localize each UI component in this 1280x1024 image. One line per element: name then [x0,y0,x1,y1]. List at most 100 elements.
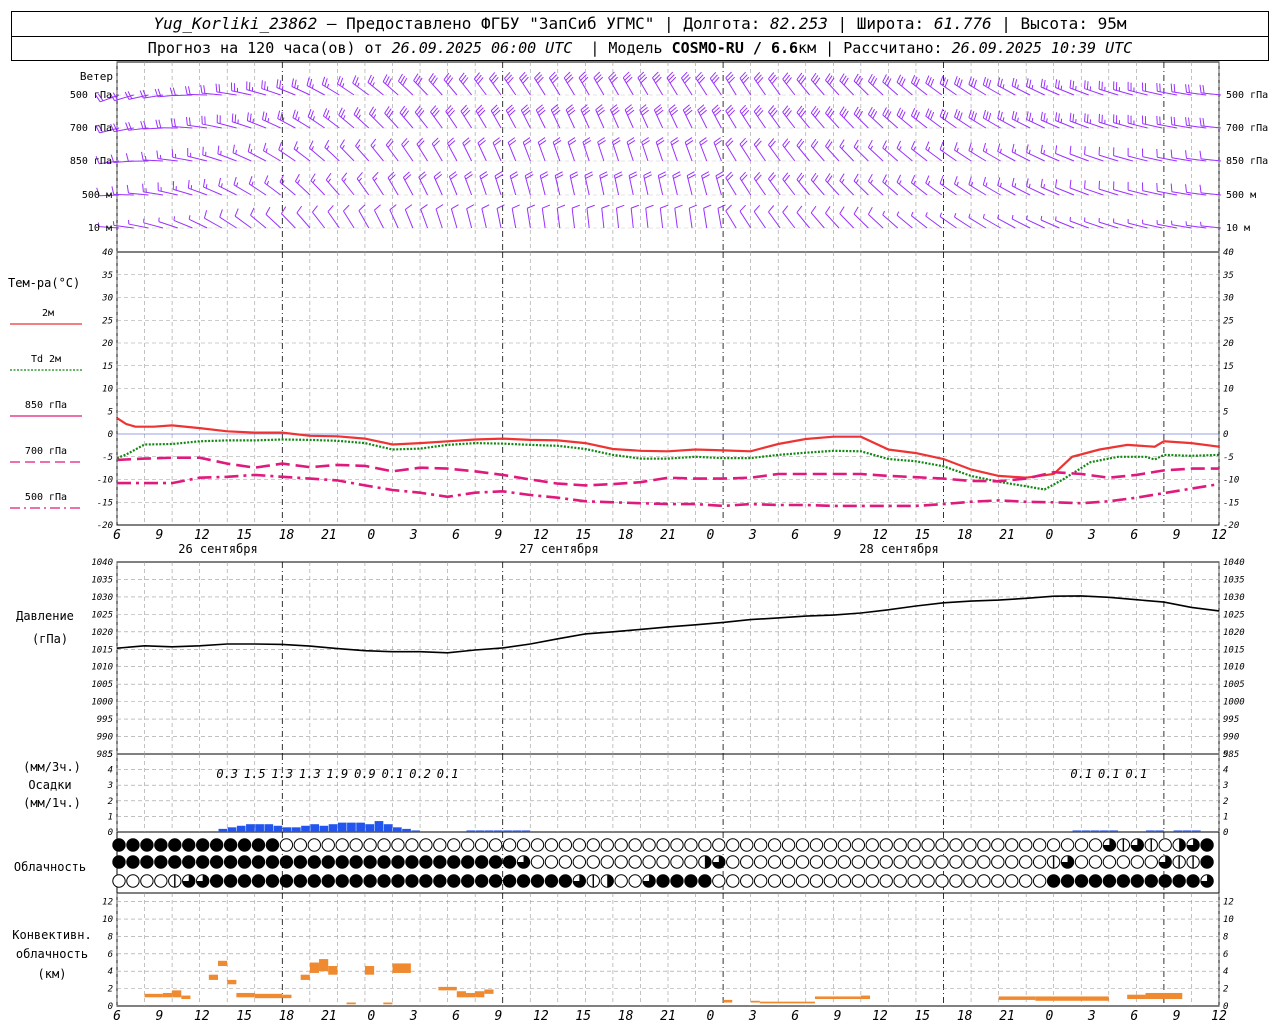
wind-barb-feather [601,204,610,209]
cloud-symbol-ring [656,838,670,852]
wind-barb-feather [753,171,761,179]
cloud-symbol [377,855,391,869]
wind-barb-feather [841,179,845,184]
wind-barb [341,172,355,196]
wind-barb [739,204,752,229]
wind-barb-feather [402,140,410,148]
precip-bar [347,822,356,832]
cloud-symbol-fill [405,855,419,869]
cloud-symbol [265,855,280,869]
wind-barb [247,143,267,162]
wind-barb-feather [870,75,875,84]
wind-barb-feather [537,76,544,84]
precip-bar [374,821,384,832]
wind-barb-feather [279,111,283,121]
conv-tick-right: 2 [1223,985,1228,995]
header-separator [12,36,1268,37]
cloud-symbol [140,874,154,888]
wind-barb-staff [1084,121,1104,129]
wind-barb [481,204,490,229]
wind-barb-feather [896,140,902,149]
precip-tick-left: 0 [108,828,113,838]
wind-barb-feather [297,179,301,184]
wind-barb [402,171,414,196]
wind-barb-feather [261,111,265,120]
wind-barb-staff [954,183,972,196]
wind-barb-feather [898,109,904,118]
cloud-symbol [1046,874,1061,888]
wind-barb-feather [769,174,776,182]
wind-barb-feather [841,145,845,150]
wind-barb-staff [925,82,943,96]
wind-barb-feather [312,116,315,121]
wind-barb-feather [1002,117,1005,122]
wind-barb-staff [739,110,752,129]
wind-barb-feather [447,137,454,144]
conv-bar [208,974,219,980]
cloud-symbol [530,855,545,869]
wind-barb [684,137,694,162]
wind-barb-staff [367,82,384,96]
wind-barb-staff [519,77,531,96]
cloud-symbol [530,838,545,852]
wind-barb [1156,182,1178,196]
wind-barb-feather [668,74,675,81]
wind-barb-staff [460,110,473,129]
wind-barb-feather [829,77,835,85]
wind-barb [925,175,943,196]
wind-barb-staff [713,142,722,162]
precip-bar [429,831,439,832]
wind-barb-feather [942,110,946,119]
cloud-symbol-fill [335,855,349,869]
cloud-symbol-fill [545,874,558,888]
wind-barb-feather [1014,183,1017,188]
precip-bar [457,831,466,832]
wind-barb-feather [448,140,456,147]
wind-barb-feather [997,214,1000,219]
wind-barb [853,139,869,162]
wind-barb-staff [997,185,1016,196]
wind-barb [312,205,326,229]
wind-barb-staff [1171,91,1192,96]
wind-barb [1113,114,1133,129]
wind-barb-feather [857,110,863,119]
wind-barb-feather [370,138,377,146]
wind-barb-feather [473,72,480,80]
wind-barb-feather [356,172,363,180]
wind-barb-staff [1084,221,1104,229]
wind-barb [571,204,581,229]
cloud-symbol [1005,838,1019,852]
wind-barb-feather [1040,144,1043,154]
wind-barb-staff [954,149,972,162]
wind-barb-feather [800,77,807,85]
cloud-symbol-fill [322,874,335,888]
wind-barb-feather [768,205,775,213]
precip-bar [301,825,310,832]
wind-barb-staff [1201,225,1222,229]
wind-barb-staff [324,146,340,162]
cloud-symbol-fill [489,855,502,869]
wind-barb-staff [263,150,281,162]
cloud-symbol-ring [893,874,907,888]
conv-bar [181,995,191,1000]
wind-barb [796,72,810,96]
cloud-symbol [1019,838,1033,852]
wind-barb-feather [725,137,732,145]
wind-barb [882,74,899,96]
cloud-symbol-ring [474,838,489,852]
wind-barb-staff [466,208,473,229]
conv-tick-left: 6 [108,950,113,960]
wind-barb-staff [1011,151,1031,162]
wind-barb-feather [796,172,803,180]
cloud-symbol [307,838,321,852]
cloud-symbol-ring [1088,838,1103,852]
cloud-symbol [572,874,587,888]
wind-barb-staff [520,109,531,129]
cloud-symbol [991,855,1005,869]
wind-barb-staff [511,208,517,229]
wind-barb-staff [387,177,399,196]
wind-barb [1199,117,1222,129]
wind-barb-feather [492,107,499,114]
wind-barb [939,175,957,196]
conv-bar [309,962,320,973]
